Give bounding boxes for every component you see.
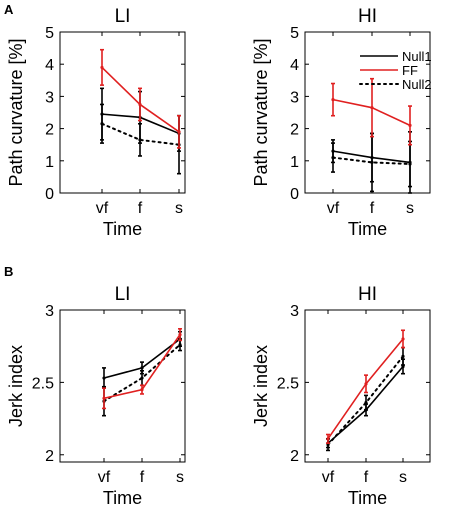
plot-frame: [59, 31, 186, 194]
x-tick-label: vf: [322, 469, 335, 486]
data-point-null2: [178, 343, 182, 347]
data-point-ff: [177, 130, 181, 134]
x-tick-label: vf: [98, 469, 111, 486]
data-point-ff: [178, 333, 182, 337]
y-tick-label: 0: [45, 186, 54, 203]
x-tick-label: f: [370, 200, 375, 217]
chart-title: LI: [115, 284, 131, 305]
data-point-null1: [102, 376, 106, 380]
x-axis-label: Time: [103, 219, 142, 239]
x-tick-label: s: [399, 469, 407, 486]
chart-title: HI: [358, 284, 377, 305]
y-tick-label: 2: [290, 448, 299, 465]
y-tick-label: 1: [290, 154, 299, 171]
legend-label-null1: Null1: [402, 49, 432, 64]
y-tick-label: 4: [290, 57, 299, 74]
y-axis-label: Path curvature [%]: [6, 38, 26, 186]
data-point-ff: [102, 396, 106, 400]
data-point-null2: [401, 354, 405, 358]
data-point-ff: [100, 65, 104, 70]
plot-panel-b-li: 2 2.5 3 vf f s LI Time Jerk index: [6, 284, 186, 508]
legend-label-ff: FF: [402, 63, 418, 78]
data-point-null2: [138, 138, 142, 142]
y-axis-label: Path curvature [%]: [251, 38, 271, 186]
data-point-ff: [140, 388, 144, 392]
y-tick-label: 5: [45, 25, 54, 42]
panel-label-a: A: [4, 2, 14, 17]
x-tick-label: f: [140, 469, 145, 486]
legend-label-null2: Null2: [402, 77, 432, 92]
data-point-null2: [140, 376, 144, 380]
y-tick-label: 2: [290, 122, 299, 139]
data-point-null2: [100, 122, 104, 126]
plot-frame: [59, 309, 186, 463]
data-point-null2: [370, 160, 374, 165]
y-tick-label: 2: [45, 122, 54, 139]
data-point-null2: [331, 155, 335, 160]
x-axis-label: Time: [348, 219, 387, 239]
data-point-ff: [370, 106, 374, 110]
data-point-ff: [408, 123, 412, 127]
y-tick-label: 2.5: [32, 375, 54, 392]
y-tick-label: 2: [45, 448, 54, 465]
x-tick-label: vf: [327, 200, 340, 217]
y-tick-label: 1: [45, 154, 54, 171]
data-point-ff: [401, 337, 405, 341]
plot-panel-b-hi: 2 2.5 3 vf f s HI Time Jerk index: [251, 284, 431, 508]
x-tick-label: f: [364, 469, 369, 486]
plot-frame: [304, 31, 431, 194]
data-point-null1: [140, 366, 144, 370]
plot-panel-a-hi: 0 1 2 3 4 5 vf f s HI Time Path curvature [%]: [251, 6, 431, 239]
data-point-ff: [364, 382, 368, 386]
data-point-ff: [138, 102, 142, 107]
panel-label-b: B: [4, 264, 13, 279]
x-tick-label: s: [175, 200, 183, 217]
data-point-null2: [408, 162, 412, 166]
chart-title: LI: [115, 6, 131, 27]
data-point-ff: [326, 437, 330, 441]
x-tick-label: vf: [96, 200, 109, 217]
y-tick-label: 4: [45, 57, 54, 74]
x-tick-label: s: [176, 469, 184, 486]
y-axis-label: Jerk index: [251, 345, 271, 427]
data-point-ff: [331, 98, 335, 102]
y-tick-label: 5: [290, 25, 299, 42]
y-tick-label: 3: [45, 303, 54, 320]
x-tick-label: f: [138, 200, 143, 217]
y-axis-label: Jerk index: [6, 345, 26, 427]
chart-title: HI: [358, 6, 377, 27]
x-axis-label: Time: [103, 488, 142, 508]
plot-panel-a-li: 0 1 2 3 4 5 vf f s LI Time Path curvature [%]: [6, 6, 186, 239]
y-tick-label: 2.5: [277, 375, 299, 392]
y-tick-label: 3: [45, 89, 54, 106]
data-point-null2: [364, 401, 368, 405]
y-tick-label: 3: [290, 303, 299, 320]
y-tick-label: 0: [290, 186, 299, 203]
series-line-null2: [332, 156, 411, 166]
x-axis-label: Time: [348, 488, 387, 508]
y-tick-label: 3: [290, 89, 299, 106]
x-tick-label: s: [406, 200, 414, 217]
plot-frame: [304, 309, 431, 463]
